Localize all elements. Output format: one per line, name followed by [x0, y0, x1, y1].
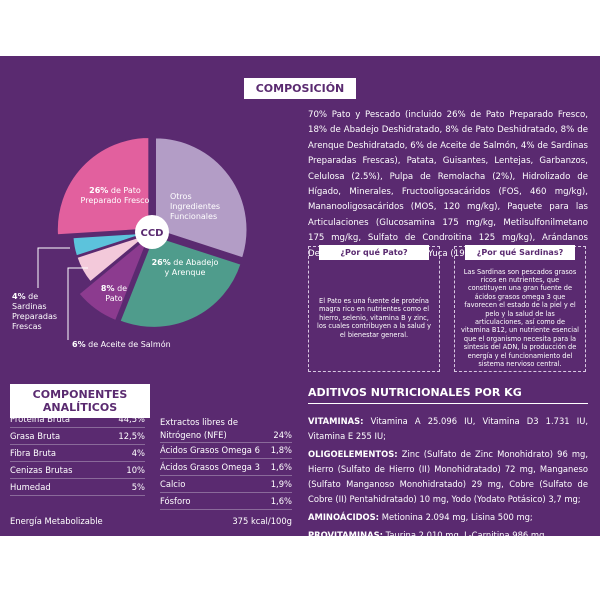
leader-line [37, 247, 70, 288]
pie-label: 4% de Sardinas Preparadas Frescas [12, 292, 72, 332]
category-label: de Abadejo y Arenque [164, 258, 219, 277]
additive-text: Metionina 2.094 mg, Lisina 500 mg; [381, 512, 533, 522]
category-label: Otros Ingredientes Funcionales [170, 192, 221, 221]
table-row: Proteína Bruta 44,5% [10, 412, 145, 428]
table-cell: 375 kcal/100g [232, 516, 292, 526]
table-cell: Grasa Bruta [10, 431, 61, 441]
pie-chart: CCD [37, 136, 248, 340]
additive-item: OLIGOELEMENTOS: Zinc (Sulfato de Zinc Mo… [308, 447, 588, 507]
value-label: 4% [12, 292, 26, 301]
table-cell: Fibra Bruta [10, 448, 57, 458]
box-text: El Pato es una fuente de proteína magra … [316, 296, 431, 339]
category-label: de Sardinas Preparadas Frescas [12, 292, 58, 331]
additive-item: VITAMINAS: Vitamina A 25.096 IU, Vitamin… [308, 414, 588, 444]
table-cell: 44,5% [118, 414, 145, 424]
table-cell: Calcio [160, 479, 186, 489]
table-row: Humedad 5% [10, 480, 145, 496]
table-cell: Extractos libres de Nitrógeno (NFE) [160, 417, 239, 440]
table-cell: 1,8% [270, 445, 292, 455]
additives-list: VITAMINAS: Vitamina A 25.096 IU, Vitamin… [308, 414, 588, 546]
pie-label: Otros Ingredientes Funcionales [170, 192, 240, 222]
table-cell: 4% [131, 448, 145, 458]
table-cell: 1,9% [270, 479, 292, 489]
value-label: 26% [89, 186, 109, 195]
leader-line [67, 267, 88, 340]
pie-slice [71, 232, 149, 258]
additive-label: VITAMINAS: [308, 416, 364, 426]
additive-text: Vitamina A 25.096 IU, Vitamina D3 1.731 … [308, 416, 588, 441]
table-row: Energía Metabolizable 375 kcal/100g [10, 514, 292, 529]
pie-label: 6% de Aceite de Salmón [72, 340, 232, 350]
section-title: COMPONENTES ANALÍTICOS [10, 384, 150, 418]
table-cell: 5% [131, 482, 145, 492]
table-cell: Cenizas Brutas [10, 465, 73, 475]
info-box: ¿Por qué Pato? El Pato es una fuente de … [308, 245, 440, 372]
table-row: Grasa Bruta 12,5% [10, 429, 145, 445]
box-title: ¿Por qué Pato? [319, 245, 429, 260]
box-text: Las Sardinas son pescados grasos ricos e… [461, 267, 580, 369]
category-label: de Aceite de Salmón [88, 340, 171, 349]
value-label: 8% [100, 284, 115, 293]
additive-label: AMINOÁCIDOS: [308, 512, 380, 522]
pie-slice [56, 136, 150, 236]
composition-text: 70% Pato y Pescado (incluido 26% de Pato… [308, 110, 588, 259]
section-title: ADITIVOS NUTRICIONALES POR KG [308, 386, 588, 404]
value-label: 26% [151, 258, 171, 267]
table-row: Extractos libres de Nitrógeno (NFE) 24% [160, 412, 292, 443]
table-cell: Proteína Bruta [10, 414, 71, 424]
table-cell: Humedad [10, 482, 51, 492]
pie-slice [118, 234, 243, 329]
info-box: ¿Por qué Sardinas? Las Sardinas son pesc… [454, 245, 586, 372]
category-label: de Pato Preparado Fresco [80, 186, 150, 205]
pie-slice [154, 136, 248, 260]
pie-label: 26% de Abadejo y Arenque [150, 258, 220, 278]
pie-label: 8% de Pato [92, 284, 136, 304]
table-row: Fósforo 1,6% [160, 494, 292, 510]
additive-label: OLIGOELEMENTOS: [308, 449, 398, 459]
table-cell: Energía Metabolizable [10, 516, 103, 526]
table-cell: Ácidos Grasos Omega 3 [160, 462, 260, 472]
additive-item: PROVITAMINAS: Taurina 2.010 mg, L-Carnit… [308, 528, 588, 543]
section-title: COMPOSICIÓN [244, 78, 356, 99]
table-cell: 12,5% [118, 431, 145, 441]
category-label: de Pato [105, 284, 128, 303]
table-cell: Fósforo [160, 496, 191, 506]
table-row: Ácidos Grasos Omega 6 1,8% [160, 443, 292, 459]
value-label: 6% [72, 340, 86, 349]
center-label: CCD [141, 228, 164, 239]
table-row: Ácidos Grasos Omega 3 1,6% [160, 460, 292, 476]
additive-text: Taurina 2.010 mg, L-Carnitina 986 mg [385, 530, 545, 540]
table-row: Calcio 1,9% [160, 477, 292, 493]
table-row: Fibra Bruta 4% [10, 446, 145, 462]
pie-slice [77, 234, 151, 322]
table-cell: 24% [273, 430, 292, 440]
table-cell: 1,6% [270, 462, 292, 472]
additive-label: PROVITAMINAS: [308, 530, 383, 540]
pie-label: 26% de Pato Preparado Fresco [80, 186, 150, 206]
additive-text: Zinc (Sulfato de Zinc Monohidrato) 96 mg… [308, 449, 588, 504]
table-row: Cenizas Brutas 10% [10, 463, 145, 479]
additive-item: AMINOÁCIDOS: Metionina 2.094 mg, Lisina … [308, 510, 588, 525]
pie-slice [75, 233, 149, 284]
table-cell: 1,6% [270, 496, 292, 506]
table-cell: 10% [126, 465, 145, 475]
table-cell: Ácidos Grasos Omega 6 [160, 445, 260, 455]
center-circle [135, 215, 169, 249]
box-title: ¿Por qué Sardinas? [465, 245, 575, 260]
